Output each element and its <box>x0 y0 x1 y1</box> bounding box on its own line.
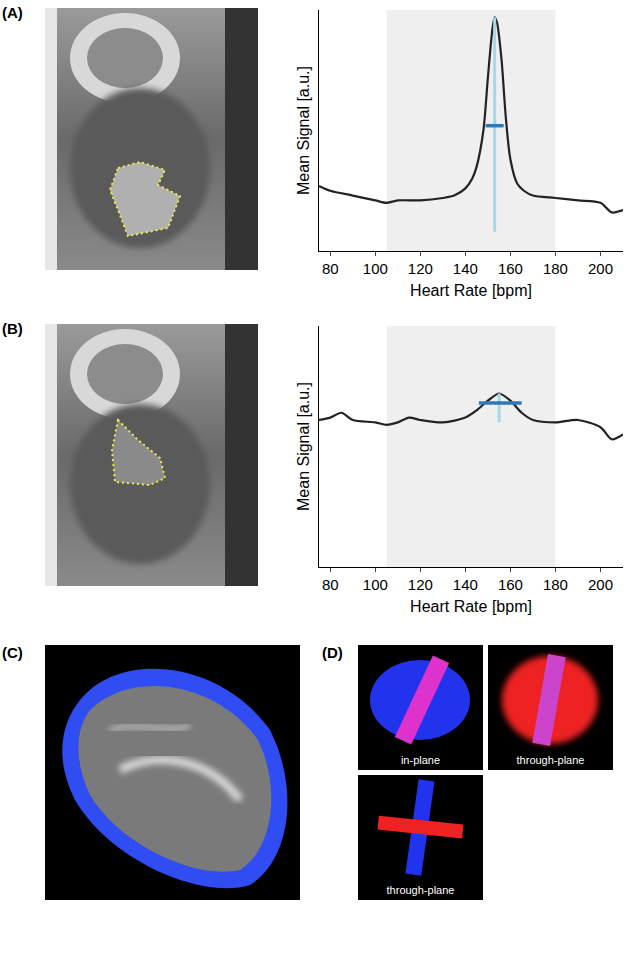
svg-text:140: 140 <box>453 260 478 277</box>
svg-text:180: 180 <box>543 576 568 593</box>
svg-text:(A): (A) <box>2 4 23 21</box>
svg-text:200: 200 <box>588 576 613 593</box>
svg-text:(C): (C) <box>2 644 23 661</box>
svg-text:(B): (B) <box>2 320 23 337</box>
svg-text:through-plane: through-plane <box>387 884 455 896</box>
svg-text:120: 120 <box>408 260 433 277</box>
svg-text:100: 100 <box>363 576 388 593</box>
svg-text:Mean Signal [a.u.]: Mean Signal [a.u.] <box>295 66 312 195</box>
svg-text:80: 80 <box>322 576 339 593</box>
svg-text:200: 200 <box>588 260 613 277</box>
svg-text:in-plane: in-plane <box>401 754 440 766</box>
svg-text:120: 120 <box>408 576 433 593</box>
svg-text:Heart Rate [bpm]: Heart Rate [bpm] <box>410 282 532 299</box>
svg-text:180: 180 <box>543 260 568 277</box>
svg-text:(D): (D) <box>322 644 343 661</box>
svg-text:through-plane: through-plane <box>517 754 585 766</box>
svg-text:100: 100 <box>363 260 388 277</box>
svg-text:80: 80 <box>322 260 339 277</box>
svg-text:160: 160 <box>498 260 523 277</box>
svg-text:Heart Rate [bpm]: Heart Rate [bpm] <box>410 598 532 615</box>
svg-text:Mean Signal [a.u.]: Mean Signal [a.u.] <box>295 382 312 511</box>
svg-text:140: 140 <box>453 576 478 593</box>
svg-text:160: 160 <box>498 576 523 593</box>
